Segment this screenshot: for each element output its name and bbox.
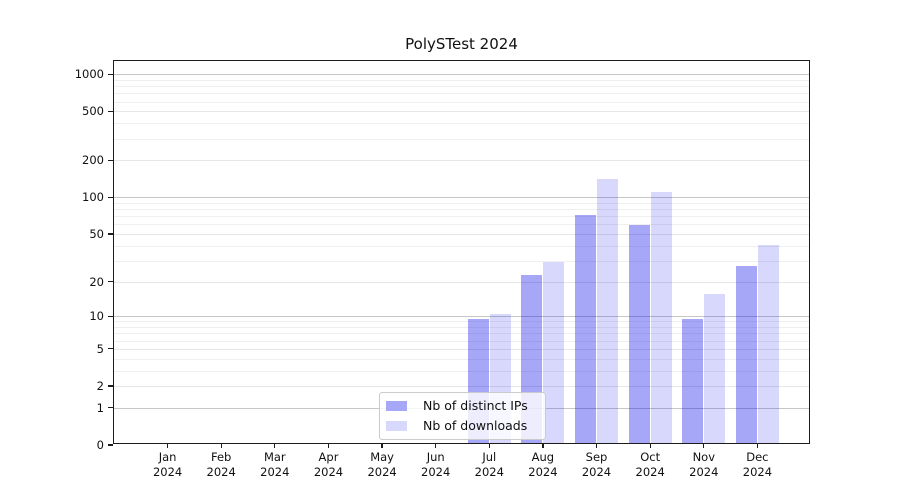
gridline-minor [114, 216, 809, 218]
x-axis-tick-label: Aug 2024 [528, 450, 558, 479]
gridline-major [114, 74, 809, 76]
y-axis-tick-label: 50 [89, 227, 104, 241]
y-axis-tick [108, 110, 113, 113]
y-axis-tick-label: 200 [82, 153, 104, 168]
x-axis-tick-label: Nov 2024 [689, 450, 719, 479]
gridline-labeled [114, 348, 809, 350]
x-axis-tick-label: Jun 2024 [421, 450, 451, 479]
x-axis-tick [381, 443, 383, 448]
x-axis-tick-label: Feb 2024 [206, 450, 236, 479]
bar-downloads [597, 179, 618, 443]
plot-area: Nb of distinct IPs Nb of downloads 0 1 2 5 1… [75, 60, 810, 479]
bar-downloads [757, 245, 779, 443]
y-axis-tick-label: 1 [96, 400, 104, 415]
y-axis-tick [108, 73, 113, 75]
y-axis-tick-label: 0 [96, 438, 104, 452]
chart-title: PolySTest 2024 [405, 35, 518, 53]
gridline-minor [114, 138, 809, 140]
y-axis-tick-label: 5 [96, 341, 104, 356]
legend-label: Nb of downloads [423, 418, 528, 433]
x-axis-tick-label: Dec 2024 [742, 450, 773, 479]
bar-downloads [650, 191, 672, 443]
gridline-minor [114, 123, 809, 125]
gridline-major [114, 316, 809, 318]
x-axis-tick [703, 443, 705, 448]
legend-item-downloads: Nb of downloads [386, 418, 536, 433]
x-axis-tick [595, 443, 598, 448]
y-axis-tick-label: 20 [89, 274, 104, 289]
gridline-minor [114, 93, 809, 95]
gridline-minor [114, 358, 809, 360]
x-axis-tick-label: Sep 2024 [581, 450, 612, 479]
bar-distinct-ips [735, 266, 757, 443]
gridline-minor [114, 101, 809, 103]
bar-distinct-ips [575, 215, 596, 443]
gridline-minor [114, 321, 809, 323]
legend-swatch-downloads [386, 420, 407, 431]
gridline-minor [114, 370, 809, 372]
bar-downloads [704, 294, 726, 443]
gridline-minor [114, 260, 809, 262]
y-axis-tick [108, 407, 113, 409]
gridline-minor [114, 224, 809, 226]
y-axis-tick [108, 348, 113, 350]
bar-distinct-ips [628, 225, 650, 443]
x-axis-tick [327, 443, 330, 448]
legend-swatch-distinct-ips [386, 400, 407, 411]
gridline-labeled [114, 160, 809, 162]
gridline-labeled [114, 281, 809, 283]
y-axis-tick-label: 100 [82, 190, 104, 205]
x-axis-tick-label: Jul 2024 [474, 450, 504, 479]
gridline-labeled [114, 234, 809, 235]
y-axis-tick-label: 2 [96, 379, 104, 393]
x-axis-tick-label: Jan 2024 [152, 450, 183, 479]
gridline-minor [114, 327, 809, 329]
y-axis-tick [108, 385, 113, 387]
x-axis-tick [488, 443, 490, 448]
gridline-major [114, 197, 809, 199]
x-axis-tick [649, 443, 651, 448]
gridline-minor [114, 245, 809, 247]
gridline-labeled [114, 111, 809, 113]
gridline-minor [114, 333, 809, 335]
gridline-minor [114, 340, 809, 342]
bar-distinct-ips [682, 319, 704, 443]
x-axis-tick-label: Oct 2024 [635, 450, 665, 479]
y-axis-tick [108, 233, 113, 235]
y-axis-tick [108, 196, 113, 198]
gridline-minor [114, 86, 809, 88]
x-axis-tick [435, 443, 437, 448]
x-axis-tick [756, 443, 759, 448]
gridline-minor [114, 202, 809, 204]
y-axis-tick [108, 280, 113, 283]
gridline-minor [114, 79, 809, 81]
gridline-minor [114, 209, 809, 211]
legend-label: Nb of distinct IPs [423, 398, 528, 413]
y-axis-tick-label: 1000 [74, 67, 104, 82]
bar-downloads [543, 262, 565, 443]
x-axis-tick [274, 443, 276, 448]
gridline-labeled [114, 386, 809, 387]
legend: Nb of distinct IPs Nb of downloads [379, 392, 546, 440]
legend-item-distinct-ips: Nb of distinct IPs [386, 398, 536, 413]
y-axis-tick-label: 500 [82, 104, 104, 119]
x-axis-tick-label: Mar 2024 [260, 450, 290, 479]
x-axis-tick-label: Apr 2024 [313, 450, 344, 479]
y-axis-tick [108, 444, 113, 446]
x-axis-tick-label: May 2024 [367, 450, 397, 479]
y-axis-tick [108, 315, 113, 317]
y-axis-tick-label: 10 [89, 309, 104, 324]
x-axis-tick [220, 443, 222, 448]
x-axis-tick [166, 443, 169, 448]
y-axis-tick [108, 159, 113, 162]
x-axis-tick [542, 443, 544, 448]
